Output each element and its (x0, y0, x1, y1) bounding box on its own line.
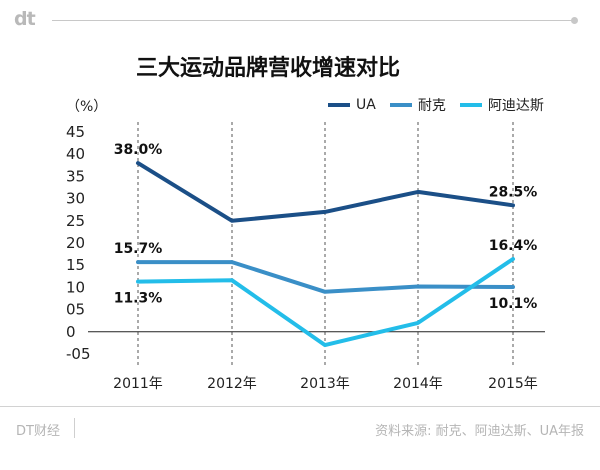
y-tick-label: 25 (66, 212, 85, 230)
y-tick-label: 05 (66, 301, 85, 319)
x-tick-label: 2013年 (300, 376, 350, 392)
legend-swatch-ua (328, 103, 350, 107)
y-tick-label: 15 (66, 256, 85, 274)
legend-label-ua: UA (356, 97, 376, 113)
legend-swatch-nike (389, 103, 412, 107)
y-tick-label: -05 (66, 345, 91, 363)
legend-swatch-adidas (459, 103, 482, 107)
x-tick-label: 2011年 (113, 376, 163, 392)
y-tick-label: 10 (66, 278, 85, 296)
data-label: 10.1% (489, 296, 538, 312)
chart-title: 三大运动品牌营收增速对比 (136, 56, 401, 81)
footer-rule (0, 406, 600, 407)
y-tick-label: 40 (66, 145, 85, 163)
dt-logo: dt (14, 8, 36, 30)
header-rule-dot (571, 17, 578, 24)
y-tick-label: 45 (66, 123, 85, 141)
y-tick-label: 30 (66, 190, 85, 208)
top-bar: dt (0, 0, 600, 40)
chart-legend: UA 耐克 阿迪达斯 (328, 95, 544, 115)
data-label: 38.0% (114, 142, 163, 158)
data-label: 16.4% (489, 238, 538, 254)
legend-item-nike: 耐克 (389, 95, 446, 115)
y-tick-label: 0 (66, 323, 76, 341)
x-tick-label: 2012年 (207, 376, 257, 392)
header-rule (52, 20, 572, 21)
footer-source: 资料来源: 耐克、阿迪达斯、UA年报 (375, 424, 584, 439)
y-tick-label: 20 (66, 234, 85, 252)
data-label: 28.5% (489, 184, 538, 200)
footer-separator (74, 418, 75, 438)
legend-label-nike: 耐克 (417, 98, 446, 114)
x-tick-label: 2015年 (488, 376, 538, 392)
legend-label-adidas: 阿迪达斯 (487, 98, 544, 114)
legend-item-adidas: 阿迪达斯 (459, 95, 544, 115)
data-label: 11.3% (114, 291, 163, 307)
y-tick-label: 35 (66, 167, 85, 185)
x-tick-label: 2014年 (393, 376, 443, 392)
data-label: 15.7% (114, 241, 163, 257)
legend-item-ua: UA (328, 95, 376, 115)
footer-brand: DT财经 (16, 424, 60, 439)
y-axis-unit: （%） (66, 99, 108, 115)
